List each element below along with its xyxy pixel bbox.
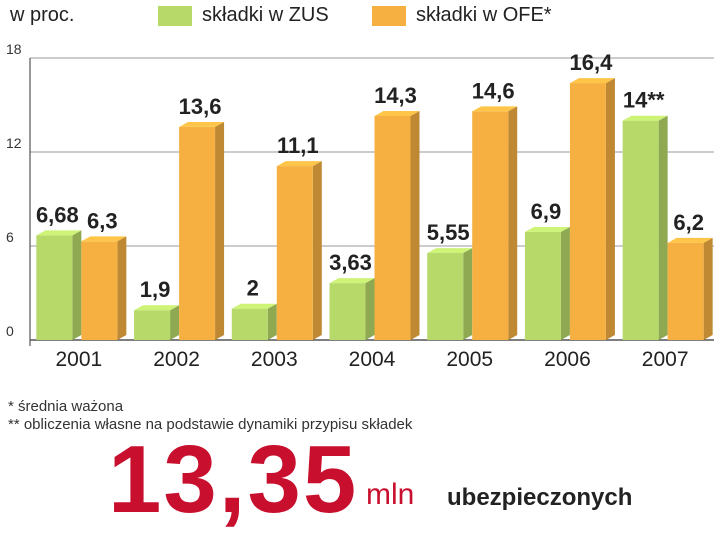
bar-zus-2001 — [36, 235, 73, 340]
data-label-zus-2006: 6,9 — [531, 199, 562, 224]
x-tick-label-2003: 2003 — [251, 348, 298, 371]
data-label-ofe-2004: 14,3 — [374, 83, 417, 108]
x-tick-label-2002: 2002 — [153, 348, 200, 371]
bar-side-ofe-2005 — [508, 106, 518, 340]
bar-top-ofe-2004 — [374, 111, 420, 116]
x-tick-label-2005: 2005 — [446, 348, 493, 371]
headline-text: ubezpieczonych — [447, 484, 633, 511]
footnote-own-calculations: ** obliczenia własne na podstawie dynami… — [8, 416, 413, 433]
bar-top-zus-2006 — [524, 226, 570, 232]
data-label-zus-2001: 6,68 — [36, 202, 79, 227]
legend-label-zus: składki w ZUS — [202, 4, 329, 26]
bar-top-zus-2003 — [231, 303, 277, 309]
bar-top-ofe-2002 — [179, 121, 225, 127]
bar-zus-2005 — [427, 253, 464, 340]
bar-side-zus-2007 — [658, 115, 668, 340]
bar-top-zus-2001 — [36, 230, 82, 236]
axes: 0 6 12 18 2001 2002 2003 2004 2005 2006 2007 — [6, 41, 689, 371]
bar-side-zus-2002 — [170, 305, 180, 340]
bar-side-ofe-2002 — [215, 121, 225, 340]
bar-top-zus-2004 — [329, 278, 375, 284]
data-label-ofe-2007: 6,2 — [673, 210, 704, 235]
bar-ofe-2002 — [179, 126, 216, 340]
data-label-zus-2005: 5,55 — [427, 220, 470, 245]
bar-side-ofe-2004 — [410, 111, 420, 341]
bar-side-ofe-2007 — [703, 237, 713, 340]
x-tick-label-2001: 2001 — [55, 348, 102, 371]
data-label-zus-2007: 14** — [623, 88, 665, 113]
bar-side-zus-2004 — [365, 278, 375, 340]
x-tick-label-2004: 2004 — [349, 348, 396, 371]
bar-side-zus-2001 — [72, 230, 82, 340]
bar-side-ofe-2003 — [312, 161, 322, 340]
bar-ofe-2005 — [472, 111, 509, 341]
x-tick-label-2007: 2007 — [642, 348, 689, 371]
bar-ofe-2004 — [374, 115, 411, 340]
x-tick-label-2006: 2006 — [544, 348, 591, 371]
bar-zus-2007 — [622, 120, 659, 341]
bar-ofe-2007 — [667, 242, 704, 340]
bar-top-ofe-2003 — [276, 161, 322, 167]
unit-label: w proc. — [10, 4, 75, 26]
bar-chart: 6,68 6,3 1,9 13,6 2 11,1 3,63 14,3 5,55 14,6 6,9 16… — [6, 41, 714, 371]
y-tick-label: 18 — [6, 41, 22, 57]
bar-side-ofe-2001 — [117, 236, 127, 340]
data-label-zus-2003: 2 — [247, 276, 259, 301]
bar-top-ofe-2001 — [81, 236, 127, 242]
bar-ofe-2003 — [276, 166, 313, 340]
bar-top-zus-2005 — [427, 248, 473, 254]
bar-side-zus-2006 — [560, 226, 570, 340]
bar-top-ofe-2006 — [569, 78, 615, 84]
footnote-weighted-average: * średnia ważona — [8, 398, 124, 415]
bar-top-ofe-2005 — [472, 106, 518, 112]
legend-swatch-ofe — [372, 5, 406, 26]
headline-number: 13,35 — [108, 426, 359, 533]
y-tick-label: 6 — [6, 229, 14, 245]
data-label-ofe-2005: 14,6 — [472, 78, 515, 103]
data-label-ofe-2001: 6,3 — [87, 208, 118, 233]
data-labels: 6,68 6,3 1,9 13,6 2 11,1 3,63 14,3 5,55 14,6 6,9 16… — [36, 50, 704, 302]
legend-item-zus: składki w ZUS — [158, 4, 329, 27]
bar-zus-2006 — [524, 231, 561, 340]
y-tick-label: 0 — [6, 323, 14, 339]
bar-zus-2004 — [329, 283, 366, 340]
bar-zus-2002 — [134, 310, 171, 340]
bar-top-zus-2007 — [622, 115, 668, 121]
bar-side-zus-2003 — [267, 303, 277, 340]
data-label-ofe-2006: 16,4 — [570, 50, 614, 75]
bar-side-zus-2005 — [463, 248, 473, 340]
bar-ofe-2006 — [569, 83, 606, 341]
headline-unit: mln — [366, 478, 415, 511]
y-tick-label: 12 — [6, 135, 22, 151]
data-label-ofe-2002: 13,6 — [179, 94, 222, 119]
data-label-zus-2004: 3,63 — [329, 250, 372, 275]
bar-ofe-2001 — [81, 241, 118, 340]
bar-top-zus-2002 — [134, 305, 180, 311]
bar-top-ofe-2007 — [667, 237, 713, 243]
data-label-zus-2002: 1,9 — [140, 277, 171, 302]
legend-item-ofe: składki w OFE* — [372, 4, 552, 27]
bar-zus-2003 — [231, 308, 268, 340]
bar-side-ofe-2006 — [605, 78, 615, 340]
legend-swatch-zus — [158, 5, 192, 26]
bars — [36, 78, 713, 341]
data-label-ofe-2003: 11,1 — [277, 133, 319, 158]
legend-label-ofe: składki w OFE* — [416, 4, 552, 26]
